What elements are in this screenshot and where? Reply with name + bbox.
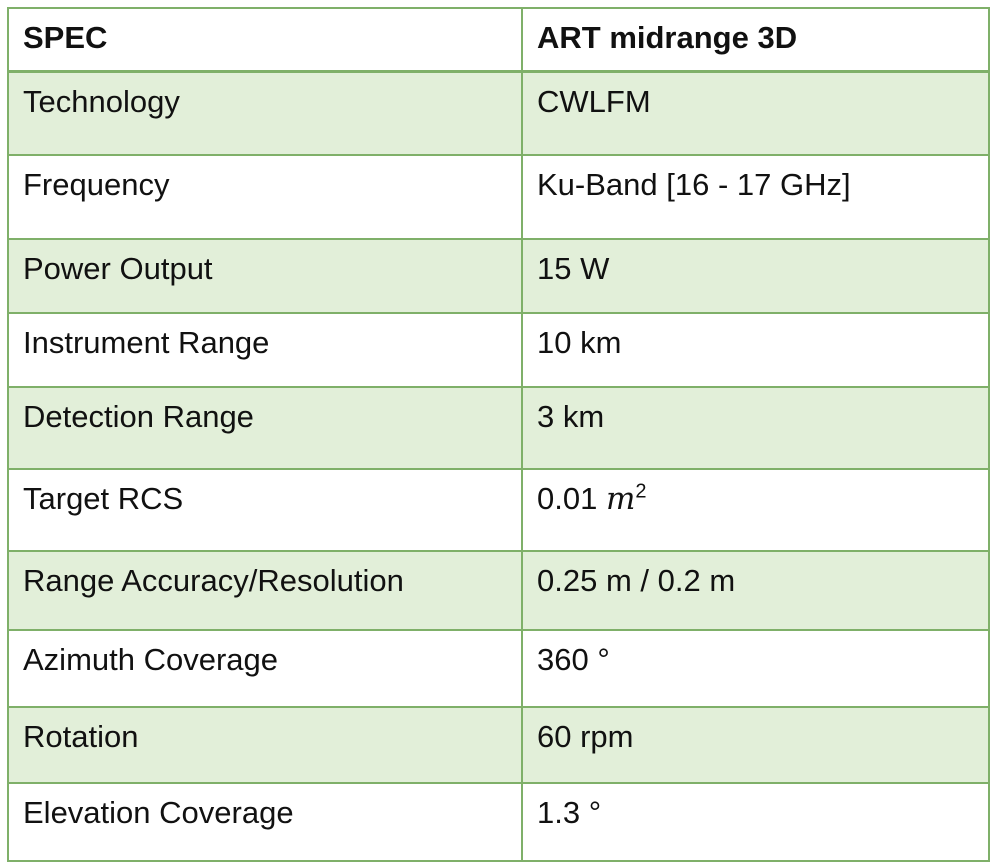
spec-label: Target RCS <box>23 481 184 516</box>
spec-label: Elevation Coverage <box>23 795 294 830</box>
value-cell: 3 km <box>521 386 990 470</box>
spec-value: Ku-Band [16 - 17 GHz] <box>537 167 851 202</box>
spec-value: 1.3 ° <box>537 795 602 830</box>
table-row: Azimuth Coverage 360 ° <box>7 629 990 708</box>
spec-cell: Target RCS <box>7 468 523 552</box>
spec-value: 3 km <box>537 399 605 434</box>
value-cell: 1.3 ° <box>521 782 990 862</box>
spec-value: 360 ° <box>537 642 610 677</box>
table-header-row: SPEC ART midrange 3D <box>7 7 990 73</box>
spec-value: CWLFM <box>537 83 651 119</box>
table-row: Target RCS 0.01 m2 <box>7 468 990 552</box>
table-row: Elevation Coverage 1.3 ° <box>7 782 990 862</box>
value-cell: 15 W <box>521 238 990 314</box>
spec-table: SPEC ART midrange 3D Technology CWLFM Fr… <box>7 7 990 862</box>
spec-label: Frequency <box>23 167 170 202</box>
spec-value: 15 W <box>537 251 610 286</box>
value-cell: 60 rpm <box>521 706 990 784</box>
spec-label: Range Accuracy/Resolution <box>23 563 404 598</box>
spec-value-rcs: 0.01 m2 <box>537 470 974 517</box>
value-cell: 10 km <box>521 312 990 388</box>
rcs-unit: m <box>605 481 636 517</box>
spec-cell: Range Accuracy/Resolution <box>7 550 523 631</box>
table-row: Rotation 60 rpm <box>7 706 990 784</box>
spec-label: Power Output <box>23 251 213 286</box>
value-cell: 0.25 m / 0.2 m <box>521 550 990 631</box>
header-spec-cell: SPEC <box>7 7 523 73</box>
spec-cell: Instrument Range <box>7 312 523 388</box>
table-row: Technology CWLFM <box>7 70 990 156</box>
spec-label: Instrument Range <box>23 325 270 360</box>
value-cell: 0.01 m2 <box>521 468 990 552</box>
header-product: ART midrange 3D <box>537 20 798 55</box>
rcs-number: 0.01 <box>537 481 598 516</box>
spec-label: Technology <box>23 83 180 119</box>
value-cell: CWLFM <box>521 70 990 156</box>
spec-cell: Power Output <box>7 238 523 314</box>
value-cell: Ku-Band [16 - 17 GHz] <box>521 154 990 240</box>
table-row: Frequency Ku-Band [16 - 17 GHz] <box>7 154 990 240</box>
spec-cell: Rotation <box>7 706 523 784</box>
spec-label: Rotation <box>23 719 139 754</box>
table-row: Instrument Range 10 km <box>7 312 990 388</box>
rcs-unit-exponent: 2 <box>635 480 647 503</box>
spec-value: 10 km <box>537 325 622 360</box>
table-row: Detection Range 3 km <box>7 386 990 470</box>
table-row: Range Accuracy/Resolution 0.25 m / 0.2 m <box>7 550 990 631</box>
table-row: Power Output 15 W <box>7 238 990 314</box>
spec-value: 0.25 m / 0.2 m <box>537 563 736 598</box>
spec-cell: Technology <box>7 70 523 156</box>
spec-cell: Azimuth Coverage <box>7 629 523 708</box>
spec-label: Azimuth Coverage <box>23 642 279 677</box>
spec-cell: Frequency <box>7 154 523 240</box>
value-cell: 360 ° <box>521 629 990 708</box>
spec-value: 60 rpm <box>537 719 634 754</box>
spec-label: Detection Range <box>23 399 254 434</box>
spec-cell: Elevation Coverage <box>7 782 523 862</box>
header-spec: SPEC <box>23 20 108 55</box>
spec-cell: Detection Range <box>7 386 523 470</box>
header-product-cell: ART midrange 3D <box>521 7 990 73</box>
